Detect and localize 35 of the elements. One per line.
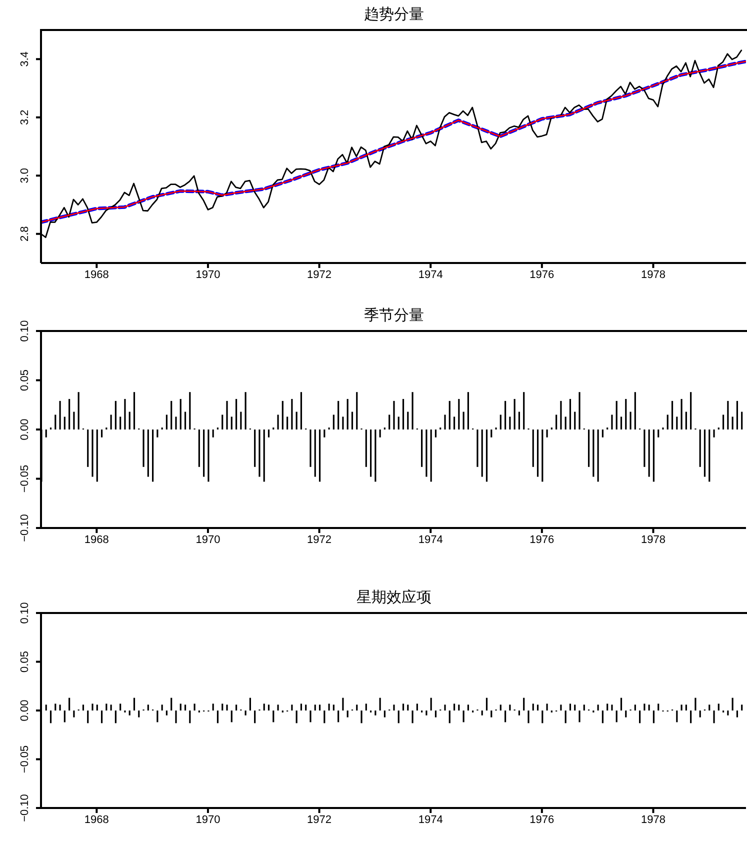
y-tick-label: −0.10 [19, 794, 31, 822]
x-tick-label: 1978 [640, 814, 666, 826]
x-tick-label: 1970 [196, 268, 220, 281]
x-tick-label: 1974 [418, 814, 443, 826]
x-tick-label: 1972 [307, 814, 332, 826]
x-tick-label: 1970 [196, 814, 220, 826]
y-tick-label: 0.05 [19, 370, 31, 391]
y-tick-label: 0.00 [19, 700, 31, 722]
y-tick-label: −0.10 [19, 514, 31, 542]
x-tick-label: 1972 [307, 268, 332, 281]
y-tick-label: −0.05 [19, 464, 31, 493]
y-tick-label: 0.10 [19, 602, 31, 624]
y-tick-label: 3.2 [19, 110, 31, 126]
x-tick-label: 1970 [196, 534, 220, 546]
y-tick-label: 0.05 [19, 651, 31, 672]
chart-title: 季节分量 [363, 307, 425, 325]
x-tick-label: 1976 [530, 534, 554, 546]
y-tick-label: −0.05 [19, 745, 31, 774]
y-tick-label: 2.8 [19, 226, 31, 242]
y-tick-label: 0.10 [19, 320, 31, 342]
y-tick-label: 3.0 [19, 168, 31, 184]
x-tick-label: 1978 [640, 268, 666, 281]
y-tick-label: 0.00 [19, 418, 31, 440]
x-tick-label: 1978 [640, 534, 666, 546]
x-tick-label: 1968 [84, 268, 109, 281]
x-tick-label: 1974 [418, 534, 443, 546]
chart-title: 星期效应项 [356, 589, 432, 607]
x-tick-label: 1976 [530, 814, 554, 826]
x-tick-label: 1972 [307, 534, 332, 546]
x-tick-label: 1968 [84, 534, 109, 546]
x-tick-label: 1968 [84, 814, 109, 826]
y-tick-label: 3.4 [19, 51, 31, 67]
chart-title: 趋势分量 [363, 6, 425, 24]
x-tick-label: 1974 [418, 268, 443, 281]
x-tick-label: 1976 [530, 268, 554, 281]
